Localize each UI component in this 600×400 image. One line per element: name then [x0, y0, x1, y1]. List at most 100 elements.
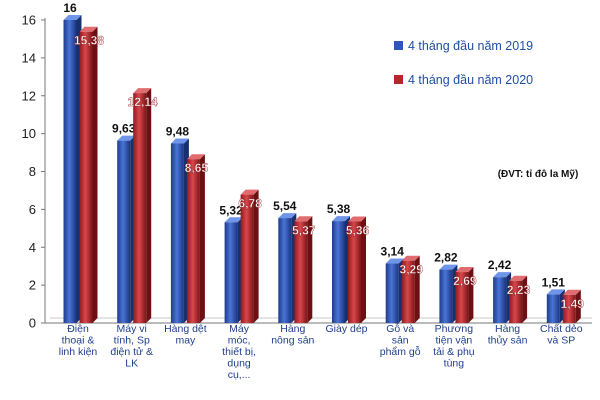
bar-top	[79, 26, 98, 32]
data-label: 5,54	[273, 199, 297, 213]
data-label: 3,29	[400, 263, 424, 277]
x-tick-line: linh kiện	[59, 346, 98, 358]
bar-top	[509, 275, 528, 281]
bar-2019	[63, 20, 77, 323]
y-tick-label: 16	[22, 13, 36, 28]
x-tick-line: Máy	[229, 323, 250, 335]
x-tick-line: Máy vi	[117, 323, 147, 335]
bar-top	[332, 216, 350, 222]
bar-2020	[509, 280, 523, 323]
x-tick-label: Máy vi tính, Sp điện tử & LK	[110, 323, 153, 370]
data-label: 1,51	[542, 275, 566, 289]
bar-2019	[278, 218, 292, 323]
x-tick-label: Máy móc, thiết bị, dụng cụ,...	[222, 323, 256, 381]
data-label: 1,49	[561, 297, 585, 311]
x-tick-line: sản	[392, 335, 409, 347]
x-tick-line: móc,	[228, 335, 251, 347]
x-tick-line: Phương	[435, 323, 474, 335]
bar-top	[186, 154, 205, 160]
data-label: 2,42	[488, 258, 512, 272]
x-tick-line: điện tử &	[110, 346, 153, 358]
x-tick-line: Giày dép	[325, 323, 367, 335]
bar-2020	[562, 294, 576, 323]
x-tick-line: Hàng	[495, 323, 520, 335]
x-tick-line: phẩm gỗ	[380, 345, 421, 358]
data-label: 5,36	[346, 223, 370, 237]
x-tick-label: Hàng nông sản	[271, 323, 314, 347]
data-label: 2,69	[453, 274, 477, 288]
x-tick-labels: Điện thoại & linh kiện Máy vi tính, Sp điện t…	[59, 322, 583, 381]
bar-top	[63, 15, 82, 20]
legend: 4 tháng đầu năm 2019 4 tháng đầu năm 2020	[394, 39, 533, 87]
bar-side	[307, 216, 313, 323]
data-label: 15,38	[74, 34, 104, 48]
y-tick-label: 6	[29, 202, 36, 217]
bar-side	[361, 216, 366, 323]
bar-2020	[133, 93, 147, 323]
x-tick-line: thủy sản	[488, 335, 528, 347]
bar-2019	[385, 263, 399, 323]
bar-top	[240, 189, 259, 195]
x-tick-line: nông sản	[271, 335, 314, 347]
bar-side	[468, 267, 474, 323]
x-tick-line: tính, Sp	[114, 335, 150, 347]
legend-label: 4 tháng đầu năm 2019	[408, 39, 533, 53]
bar-top	[278, 213, 297, 219]
bar-side	[92, 26, 98, 324]
legend-swatch	[394, 41, 403, 50]
x-tick-label: Điện thoại & linh kiện	[59, 323, 98, 358]
bar-2019	[493, 277, 507, 323]
x-tick-label: Gỗ và sản phẩm gỗ	[380, 322, 421, 358]
data-label: 9,48	[166, 124, 190, 138]
data-label: 6,78	[238, 197, 262, 211]
x-tick-label: Hàng thủy sản	[488, 323, 528, 347]
x-tick-line: Điện	[67, 323, 89, 335]
bar-top	[455, 267, 474, 273]
x-tick-line: thoại &	[62, 335, 95, 347]
bar-2019	[439, 269, 453, 323]
bar-2020	[401, 260, 415, 323]
y-tick-label: 12	[22, 88, 36, 103]
x-tick-line: và SP	[547, 335, 575, 347]
bar-2020	[186, 159, 200, 323]
x-tick-line: may	[175, 335, 196, 347]
x-tick-line: LK	[125, 358, 138, 370]
bar-top	[401, 255, 420, 261]
legend-swatch	[394, 75, 403, 84]
bars: 16 15,38 9,63 12,14 9,48 8,65 5,326,78 5,54 5,37…	[63, 1, 585, 324]
y-tick-label: 14	[22, 50, 36, 65]
x-tick-line: cụ,...	[228, 369, 251, 381]
y-tick-label: 8	[29, 164, 36, 179]
x-tick-label: Phương tiện vận tải & phụ tùng	[433, 323, 475, 370]
data-label: 12,14	[128, 95, 158, 109]
bar-2020	[348, 221, 361, 323]
data-label: 8,65	[185, 161, 209, 175]
bar-side	[199, 154, 205, 323]
data-label: 2,23	[507, 283, 531, 297]
unit-note: (ĐVT: tỉ đô la Mỹ)	[498, 169, 579, 180]
bar-2019	[170, 143, 184, 323]
bar-2019	[332, 221, 345, 323]
bar-side	[253, 189, 259, 323]
x-tick-label: Hàng dệt may	[164, 323, 207, 347]
x-tick-line: tiện vận	[436, 335, 473, 347]
x-tick-label: Chất dẻo và SP	[540, 323, 583, 347]
x-tick-label: Giày dép	[325, 323, 367, 335]
data-label: 5,32	[219, 203, 243, 217]
bar-2020	[79, 31, 93, 324]
data-label: 16	[63, 1, 77, 15]
legend-label: 4 tháng đầu năm 2020	[408, 73, 533, 87]
y-tick-label: 10	[22, 126, 36, 141]
bar-top	[294, 216, 313, 222]
bar-2019	[224, 222, 238, 323]
x-tick-line: tải & phụ	[433, 346, 475, 358]
bar-top	[385, 258, 404, 264]
bar-top	[224, 217, 243, 223]
bar-top	[348, 216, 366, 222]
x-tick-line: tùng	[444, 358, 465, 370]
bar-top	[117, 135, 136, 141]
bar-2020	[455, 272, 469, 323]
bar-top	[133, 88, 152, 94]
x-tick-line: Hàng dệt	[164, 323, 207, 335]
